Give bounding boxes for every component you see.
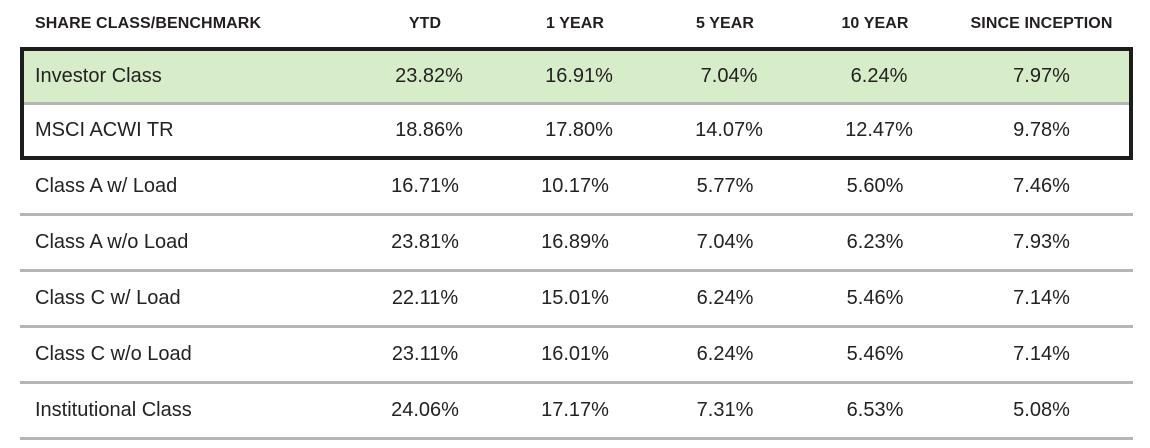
- row-value: 23.11%: [391, 343, 459, 365]
- row-value: 15.01%: [541, 287, 609, 309]
- row-value: 7.46%: [1013, 175, 1070, 197]
- column-header-5-year: 5 YEAR: [695, 14, 755, 32]
- row-value: 17.80%: [545, 119, 613, 141]
- row-label: Class A w/ Load: [35, 175, 178, 197]
- row-label: Investor Class: [35, 65, 162, 87]
- row-label: Class A w/o Load: [35, 231, 189, 253]
- row-label: Class C w/o Load: [35, 343, 192, 365]
- row-value: 23.82%: [395, 65, 463, 87]
- row-value: 7.14%: [1013, 287, 1070, 309]
- row-value: 24.06%: [391, 399, 459, 421]
- table-row: Class A w/o Load 23.81% 16.89% 7.04% 6.23% 7.…: [20, 216, 1133, 272]
- table-row: Investor Class 23.82% 16.91% 7.04% 6.24% 7.97…: [24, 51, 1129, 102]
- table-row: MSCI ACWI TR 18.86% 17.80% 14.07% 12.47% 9.78…: [24, 102, 1129, 156]
- row-value: 10.17%: [541, 175, 609, 197]
- row-label: Class C w/ Load: [35, 287, 181, 309]
- table-row: Institutional Class 24.06% 17.17% 7.31% 6.53…: [20, 384, 1133, 440]
- row-value: 14.07%: [695, 119, 763, 141]
- table-row: Class A w/ Load 16.71% 10.17% 5.77% 5.60% 7.4…: [20, 160, 1133, 216]
- row-value: 6.24%: [696, 343, 754, 365]
- row-value: 6.24%: [850, 65, 908, 87]
- row-value: 7.14%: [1013, 343, 1070, 365]
- row-value: 5.46%: [846, 287, 904, 309]
- row-value: 12.47%: [845, 119, 913, 141]
- row-value: 7.04%: [696, 231, 754, 253]
- table-row: Class C w/ Load 22.11% 15.01% 6.24% 5.46% 7.1…: [20, 272, 1133, 328]
- row-value: 7.93%: [1013, 231, 1070, 253]
- row-value: 16.91%: [545, 65, 613, 87]
- row-value: 9.78%: [1013, 119, 1070, 141]
- row-value: 16.71%: [391, 175, 459, 197]
- row-value: 7.31%: [696, 399, 754, 421]
- row-value: 5.08%: [1013, 399, 1070, 421]
- table-header-row: SHARE CLASS/BENCHMARK YTD 1 YEAR 5 YEAR …: [20, 0, 1133, 47]
- row-value: 17.17%: [541, 399, 609, 421]
- table-row: Class C w/o Load 23.11% 16.01% 6.24% 5.46% 7.…: [20, 328, 1133, 384]
- row-value: 22.11%: [391, 287, 459, 309]
- row-value: 5.77%: [696, 175, 754, 197]
- benchmark-highlight-box: Investor Class 23.82% 16.91% 7.04% 6.24% 7.97…: [20, 47, 1133, 160]
- row-label: MSCI ACWI TR: [35, 119, 174, 141]
- row-value: 6.23%: [846, 231, 904, 253]
- share-class-performance-table: SHARE CLASS/BENCHMARK YTD 1 YEAR 5 YEAR …: [20, 0, 1133, 440]
- column-header-share-class: SHARE CLASS/BENCHMARK: [35, 14, 262, 32]
- row-label: Institutional Class: [35, 399, 192, 421]
- table-body: Class A w/ Load 16.71% 10.17% 5.77% 5.60% 7.4…: [20, 160, 1133, 440]
- row-value: 5.60%: [846, 175, 904, 197]
- row-value: 6.53%: [846, 399, 904, 421]
- row-value: 6.24%: [696, 287, 754, 309]
- row-value: 16.01%: [541, 343, 609, 365]
- column-header-since-inception: SINCE INCEPTION: [970, 14, 1113, 32]
- row-value: 18.86%: [395, 119, 463, 141]
- row-value: 23.81%: [391, 231, 459, 253]
- row-value: 16.89%: [541, 231, 609, 253]
- column-header-10-year: 10 YEAR: [841, 14, 909, 32]
- column-header-1-year: 1 YEAR: [545, 14, 605, 32]
- row-value: 7.97%: [1013, 65, 1070, 87]
- row-value: 7.04%: [700, 65, 758, 87]
- column-header-ytd: YTD: [408, 14, 442, 32]
- row-value: 5.46%: [846, 343, 904, 365]
